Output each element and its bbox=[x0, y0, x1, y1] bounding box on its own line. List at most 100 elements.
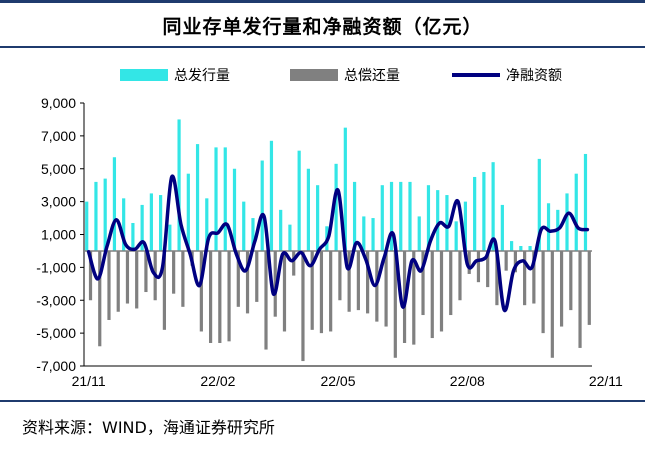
issuance-bar bbox=[205, 198, 209, 251]
issuance-bar bbox=[380, 185, 384, 251]
repayment-bar bbox=[107, 250, 111, 320]
issuance-bar bbox=[103, 178, 107, 251]
issuance-bar bbox=[399, 181, 403, 251]
repayment-bar bbox=[393, 250, 397, 358]
issuance-bar bbox=[436, 190, 440, 251]
issuance-bar bbox=[242, 201, 246, 251]
repayment-bar bbox=[430, 250, 434, 339]
repayment-bar bbox=[467, 250, 471, 274]
issuance-bar bbox=[94, 181, 98, 251]
x-tick-label: 21/11 bbox=[72, 373, 106, 389]
source-note: 资料来源：WIND，海通证券研究所 bbox=[22, 418, 275, 437]
issuance-bar bbox=[491, 162, 495, 251]
repayment-bar bbox=[421, 250, 425, 316]
title-bar: 同业存单发行量和净融资额（亿元） bbox=[0, 0, 645, 48]
repayment-bar bbox=[449, 250, 453, 316]
repayment-bar bbox=[310, 250, 314, 330]
issuance-bar bbox=[195, 144, 200, 251]
issuance-bar bbox=[565, 193, 569, 251]
repayment-bar bbox=[476, 250, 481, 283]
repayment-bar bbox=[172, 250, 176, 294]
repayment-bar bbox=[199, 250, 203, 332]
repayment-bar bbox=[319, 250, 324, 334]
repayment-bar bbox=[347, 250, 351, 312]
repayment-bar bbox=[338, 250, 342, 301]
repayment-bar bbox=[98, 250, 102, 347]
repayment-bar bbox=[282, 250, 287, 332]
y-tick-label: 5,000 bbox=[41, 161, 76, 177]
y-tick-label: 9,000 bbox=[41, 95, 76, 111]
issuance-bar bbox=[500, 204, 504, 251]
repayment-bar bbox=[208, 250, 213, 343]
footer: 资料来源：WIND，海通证券研究所 bbox=[0, 400, 645, 452]
issuance-bar bbox=[389, 181, 394, 251]
chart-title: 同业存单发行量和净融资额（亿元） bbox=[162, 16, 483, 38]
repayment-bar bbox=[356, 250, 360, 311]
repayment-bar bbox=[264, 250, 268, 350]
issuance-bar bbox=[343, 127, 347, 251]
issuance-bar bbox=[546, 203, 551, 251]
issuance-bar bbox=[463, 201, 468, 251]
y-tick-label: 3,000 bbox=[41, 194, 76, 210]
issuance-bar bbox=[528, 246, 532, 251]
issuance-bar bbox=[168, 224, 172, 251]
issuance-bar bbox=[251, 218, 255, 251]
repayment-bar bbox=[504, 250, 508, 271]
issuance-bar bbox=[223, 147, 227, 251]
issuance-bar bbox=[583, 153, 588, 251]
issuance-bar bbox=[509, 241, 514, 251]
y-tick-label: -5,000 bbox=[36, 325, 76, 341]
legend-swatch-repayment bbox=[290, 69, 338, 81]
issuance-bar bbox=[149, 193, 153, 251]
issuance-bar bbox=[288, 224, 292, 251]
issuance-bar bbox=[574, 173, 578, 251]
net-financing-line bbox=[86, 174, 590, 312]
repayment-bar bbox=[384, 250, 388, 327]
chart-svg: 9,000 7,000 5,000 3,000 1,000 -1,000 -3,000 -5,… bbox=[36, 67, 623, 389]
issuance-bar bbox=[408, 181, 412, 251]
issuance-bar bbox=[85, 201, 89, 251]
repayment-bar bbox=[218, 250, 222, 343]
issuance-bar bbox=[214, 147, 218, 251]
issuance-bar bbox=[417, 216, 421, 251]
repayment-bar bbox=[523, 250, 527, 306]
issuance-bar bbox=[112, 157, 117, 251]
issuance-bar bbox=[232, 168, 237, 251]
legend-swatch-issuance bbox=[120, 69, 168, 81]
repayment-bar bbox=[550, 250, 554, 358]
repayment-bar bbox=[273, 250, 277, 317]
repayment-bar bbox=[559, 250, 564, 327]
y-tick-label: -7,000 bbox=[36, 358, 76, 374]
repayment-bar bbox=[292, 250, 296, 276]
issuance-bar bbox=[519, 246, 523, 251]
issuance-bar bbox=[473, 176, 477, 251]
repayment-bar bbox=[513, 250, 517, 273]
issuance-bar bbox=[306, 168, 310, 251]
x-tick-label: 22/05 bbox=[320, 373, 355, 389]
repayment-bar bbox=[135, 250, 139, 309]
legend-label-repayment: 总偿还量 bbox=[344, 67, 400, 83]
repayment-bar bbox=[532, 250, 536, 304]
issuance-bar bbox=[260, 160, 264, 251]
repayment-bar bbox=[329, 250, 333, 332]
repayment-bar bbox=[486, 250, 490, 288]
issuance-bar bbox=[362, 216, 366, 251]
issuance-bar bbox=[186, 173, 190, 251]
issuance-bar bbox=[316, 185, 320, 251]
repayment-bar bbox=[412, 250, 416, 345]
y-tick-label: 7,000 bbox=[41, 128, 76, 144]
repayment-bar bbox=[162, 250, 167, 330]
repayment-bar bbox=[439, 250, 444, 332]
repayment-bar bbox=[301, 250, 305, 362]
repayment-bar bbox=[227, 250, 231, 342]
issuance-bar bbox=[140, 204, 144, 251]
repayment-bar bbox=[116, 250, 120, 312]
repayment-bar bbox=[569, 250, 573, 311]
y-tick-label: -3,000 bbox=[36, 292, 76, 308]
issuance-bar bbox=[426, 185, 431, 251]
repayment-bar bbox=[181, 250, 185, 307]
issuance-bar bbox=[537, 158, 541, 251]
issuance-bar bbox=[177, 119, 181, 251]
issuance-bar bbox=[131, 222, 135, 251]
